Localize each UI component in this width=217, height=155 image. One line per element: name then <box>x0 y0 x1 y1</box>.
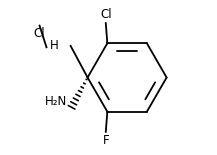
Text: H₂N: H₂N <box>45 95 67 108</box>
Text: Cl: Cl <box>33 27 44 40</box>
Text: Cl: Cl <box>100 8 112 21</box>
Text: F: F <box>102 134 109 147</box>
Text: H: H <box>50 39 59 52</box>
